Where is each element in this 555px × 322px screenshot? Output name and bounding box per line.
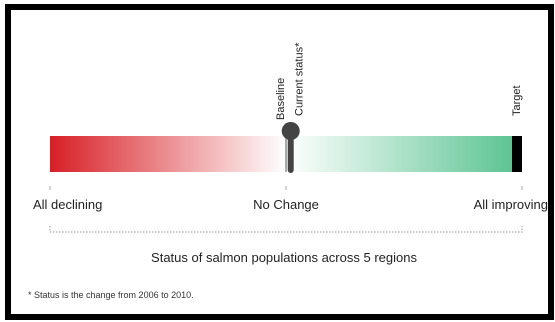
scale-label-min: All declining (33, 197, 102, 212)
chart-title: Status of salmon populations across 5 re… (151, 250, 417, 265)
baseline-label: Baseline (275, 78, 287, 120)
range-bracket (49, 226, 523, 233)
target-label: Target (511, 85, 523, 116)
scale-label-mid: No Change (253, 197, 319, 212)
footnote: * Status is the change from 2006 to 2010… (28, 290, 194, 300)
current-status-label: Current status* (294, 42, 306, 116)
current-status-marker (281, 122, 300, 140)
scale-label-max: All improving (474, 197, 548, 212)
target-block (512, 136, 522, 172)
